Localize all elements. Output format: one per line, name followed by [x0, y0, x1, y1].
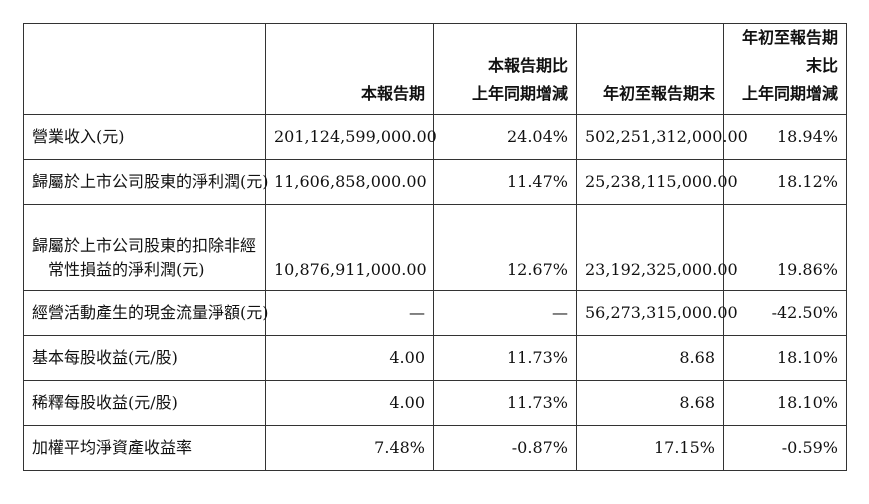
header-text: 本報告期比	[487, 56, 568, 75]
cell-value: 12.67%	[433, 204, 577, 291]
cell-value: 201,124,599,000.00	[265, 114, 437, 160]
row-label: 歸屬於上市公司股東的扣除非經 常性損益的淨利潤(元)	[23, 204, 266, 291]
row-label: 加權平均淨資產收益率	[23, 425, 266, 471]
cell-value: -42.50%	[723, 290, 847, 336]
header-text: 本報告期	[360, 84, 425, 103]
row-label: 歸屬於上市公司股東的淨利潤(元)	[23, 159, 269, 205]
financial-summary-table: 本報告期 本報告期比 上年同期增減 年初至報告期末 年初至報告期末比 上年同期增…	[23, 23, 847, 471]
cell-value: 502,251,312,000.00	[576, 114, 748, 160]
header-text: 年初至報告期末	[602, 84, 715, 103]
header-cell-current-period-yoy: 本報告期比 上年同期增減	[433, 23, 577, 115]
cell-value: 11,606,858,000.00	[265, 159, 434, 205]
table-row: 稀釋每股收益(元/股) 4.00 11.73% 8.68 18.10%	[23, 380, 847, 426]
cell-value: -0.59%	[723, 425, 847, 471]
cell-value: 8.68	[576, 380, 724, 426]
cell-value: 18.10%	[723, 335, 847, 381]
header-text: 年初至報告期末比	[741, 28, 838, 75]
cell-value: —	[433, 290, 577, 336]
header-text: 上年同期增減	[471, 84, 568, 103]
row-label: 經營活動產生的現金流量淨額(元)	[23, 290, 269, 336]
header-cell-ytd-yoy: 年初至報告期末比 上年同期增減	[723, 23, 847, 115]
cell-value: —	[265, 290, 434, 336]
cell-value: 25,238,115,000.00	[576, 159, 738, 205]
cell-value: 7.48%	[265, 425, 434, 471]
header-cell-ytd: 年初至報告期末	[576, 23, 724, 115]
cell-value: 18.12%	[723, 159, 847, 205]
row-label-line: 歸屬於上市公司股東的扣除非經	[32, 236, 257, 255]
cell-value: 24.04%	[433, 114, 577, 160]
cell-value: 4.00	[265, 380, 434, 426]
cell-value: 19.86%	[723, 204, 847, 291]
cell-value: 11.73%	[433, 335, 577, 381]
cell-value: 17.15%	[576, 425, 724, 471]
cell-value: 56,273,315,000.00	[576, 290, 738, 336]
header-cell-current-period: 本報告期	[265, 23, 434, 115]
row-label-line: 常性損益的淨利潤(元)	[48, 260, 205, 279]
cell-value: 23,192,325,000.00	[576, 204, 738, 291]
table-row: 基本每股收益(元/股) 4.00 11.73% 8.68 18.10%	[23, 335, 847, 381]
header-text: 上年同期增減	[741, 84, 838, 103]
financial-table-container: 本報告期 本報告期比 上年同期增減 年初至報告期末 年初至報告期末比 上年同期增…	[23, 23, 847, 471]
table-row: 歸屬於上市公司股東的淨利潤(元) 11,606,858,000.00 11.47…	[23, 159, 847, 205]
cell-value: 8.68	[576, 335, 724, 381]
header-row: 本報告期 本報告期比 上年同期增減 年初至報告期末 年初至報告期末比 上年同期增…	[23, 23, 847, 115]
row-label: 營業收入(元)	[23, 114, 266, 160]
cell-value: 18.94%	[723, 114, 847, 160]
header-cell-blank	[23, 23, 266, 115]
row-label: 基本每股收益(元/股)	[23, 335, 266, 381]
cell-value: -0.87%	[433, 425, 577, 471]
cell-value: 11.47%	[433, 159, 577, 205]
table-row: 歸屬於上市公司股東的扣除非經 常性損益的淨利潤(元) 10,876,911,00…	[23, 204, 847, 291]
row-label: 稀釋每股收益(元/股)	[23, 380, 266, 426]
table-row: 加權平均淨資產收益率 7.48% -0.87% 17.15% -0.59%	[23, 425, 847, 471]
cell-value: 11.73%	[433, 380, 577, 426]
table-row: 營業收入(元) 201,124,599,000.00 24.04% 502,25…	[23, 114, 847, 160]
table-row: 經營活動產生的現金流量淨額(元) — — 56,273,315,000.00 -…	[23, 290, 847, 336]
cell-value: 18.10%	[723, 380, 847, 426]
cell-value: 10,876,911,000.00	[265, 204, 434, 291]
cell-value: 4.00	[265, 335, 434, 381]
